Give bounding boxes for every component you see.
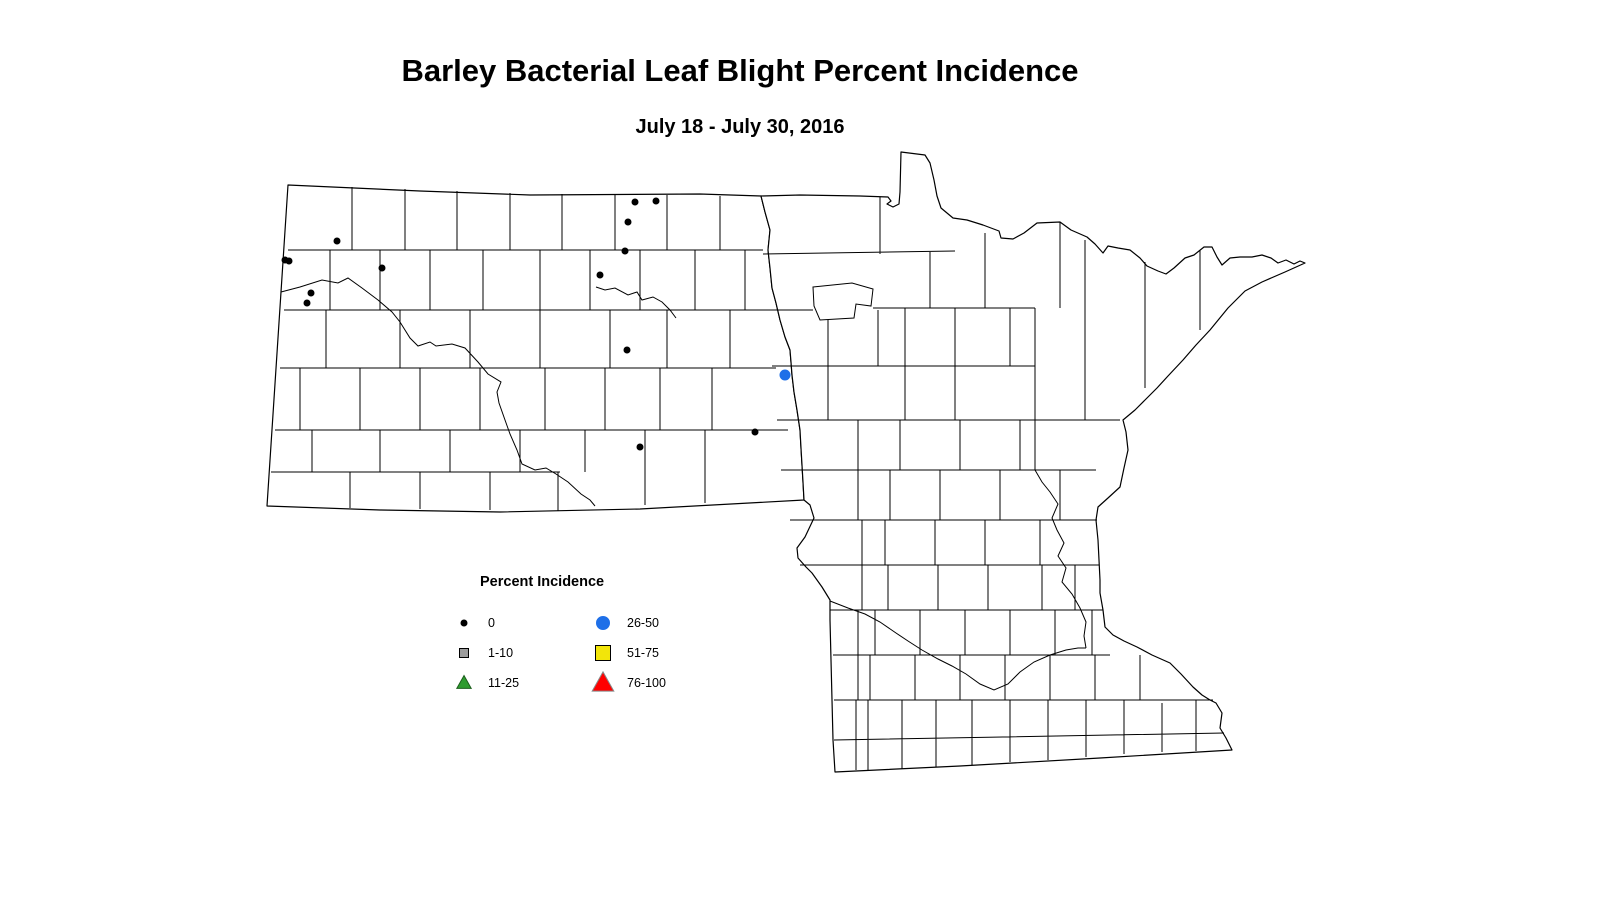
symbol-triangle-76-100	[591, 671, 615, 692]
legend-item-1-10: 1-10	[450, 638, 519, 668]
legend-label-76-100: 76-100	[627, 676, 666, 690]
state-north-dakota	[266, 184, 805, 513]
state-minnesota	[760, 151, 1306, 773]
legend-symbol-11-25	[450, 671, 478, 695]
legend-symbol-1-10	[450, 641, 478, 665]
legend-item-26-50: 26-50	[589, 608, 666, 638]
river-minnesota	[829, 600, 1086, 691]
legend-column-1: 0 1-10 11-25	[450, 608, 519, 698]
county-lines-north-dakota	[271, 187, 788, 511]
river-mississippi-headwaters	[1034, 469, 1087, 649]
legend-item-51-75: 51-75	[589, 638, 666, 668]
map-point-0	[333, 237, 341, 245]
legend-item-76-100: 76-100	[589, 668, 666, 698]
symbol-square-51-75	[595, 645, 611, 661]
symbol-triangle-11-25	[455, 674, 473, 689]
legend-item-0: 0	[450, 608, 519, 638]
county-lines-minnesota	[762, 197, 1225, 770]
map-point-26-50	[779, 369, 791, 381]
map-point-0	[596, 271, 604, 279]
map-point-0	[624, 218, 632, 226]
symbol-dot-0	[460, 619, 468, 627]
legend-column-2: 26-50 51-75 76-100	[589, 608, 666, 698]
chart-title: Barley Bacterial Leaf Blight Percent Inc…	[401, 53, 1079, 88]
map-point-0	[307, 289, 315, 297]
legend-symbol-76-100	[589, 671, 617, 695]
map-point-0	[303, 299, 311, 307]
map-point-0	[751, 428, 759, 436]
legend-label-26-50: 26-50	[627, 616, 659, 630]
legend-label-0: 0	[488, 616, 495, 630]
legend-label-1-10: 1-10	[488, 646, 514, 660]
map-point-0	[623, 346, 631, 354]
chart-subtitle: July 18 - July 30, 2016	[635, 116, 845, 138]
symbol-circle-26-50	[596, 616, 610, 630]
legend-symbol-0	[450, 611, 478, 635]
map-point-0	[631, 198, 639, 206]
symbol-square-1-10	[459, 648, 469, 658]
map-point-0	[285, 257, 293, 265]
river-missouri	[280, 277, 596, 507]
legend-title: Percent Incidence	[480, 574, 605, 590]
map-point-0	[636, 443, 644, 451]
map-point-0	[378, 264, 386, 272]
legend-item-11-25: 11-25	[450, 668, 519, 698]
legend-label-11-25: 11-25	[488, 676, 520, 690]
legend-symbol-51-75	[589, 641, 617, 665]
map-point-0	[652, 197, 660, 205]
map-points-layer	[281, 197, 791, 451]
map-point-0	[621, 247, 629, 255]
red-lake	[812, 282, 874, 321]
legend-label-51-75: 51-75	[627, 646, 659, 660]
river-central-nd	[595, 286, 677, 319]
legend-symbol-26-50	[589, 611, 617, 635]
